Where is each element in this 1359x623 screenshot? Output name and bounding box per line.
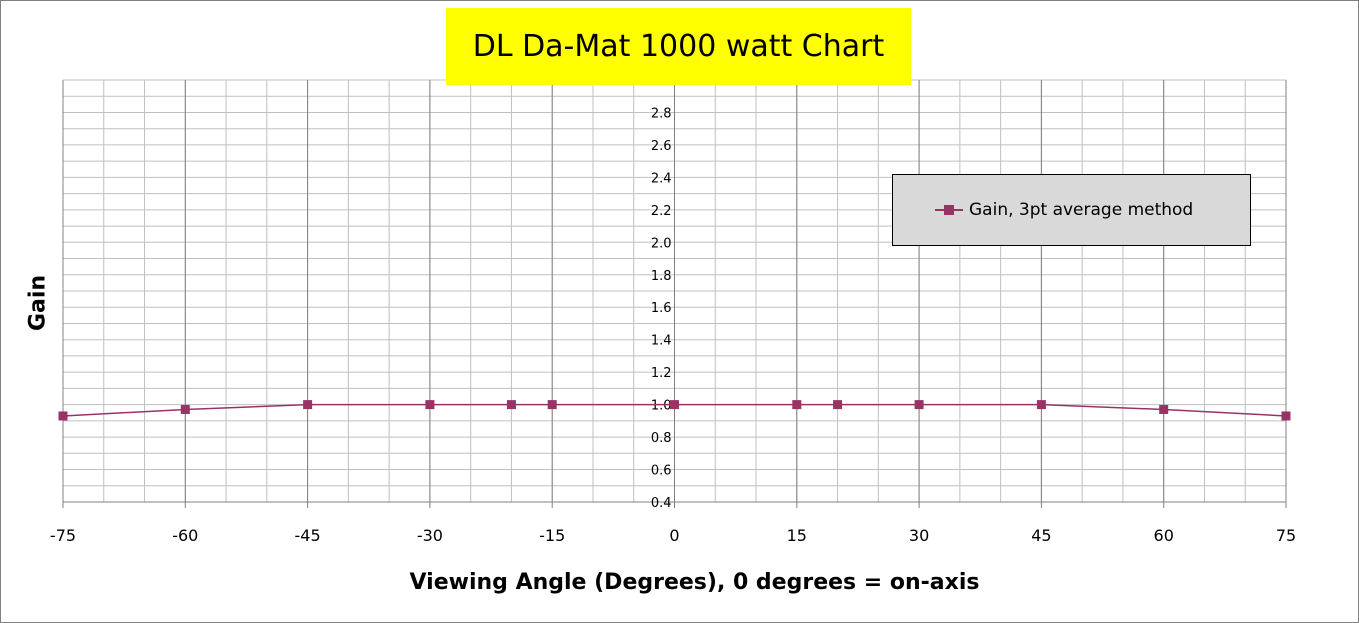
y-tick-label: 0.4 (651, 496, 672, 511)
y-tick-label: 2.6 (651, 139, 672, 154)
x-tick-label: -75 (50, 526, 76, 545)
x-tick-label: -60 (172, 526, 198, 545)
data-point (58, 411, 68, 421)
x-tick-label: 30 (909, 526, 929, 545)
x-tick-label: -30 (417, 526, 443, 545)
x-axis-label: Viewing Angle (Degrees), 0 degrees = on-… (409, 570, 980, 595)
y-tick-label: 1.2 (651, 366, 672, 381)
y-tick-label: 0.6 (651, 464, 672, 479)
y-tick-label: 1.4 (651, 334, 672, 349)
data-point (506, 400, 516, 410)
y-tick-label: 2.2 (651, 204, 672, 219)
y-tick-label: 1.0 (651, 399, 672, 414)
x-tick-labels: -75 -60 -45 -30 -15 0 15 30 45 60 75 (50, 526, 1296, 545)
y-tick-label: 2.8 (651, 106, 672, 121)
legend: Gain, 3pt average method (892, 174, 1251, 246)
data-point (547, 400, 557, 410)
series-gain (58, 400, 1291, 421)
y-tick-label: 1.8 (651, 269, 672, 284)
x-tick-label: 45 (1031, 526, 1051, 545)
data-point (1281, 411, 1291, 421)
data-point (1036, 400, 1046, 410)
data-point (180, 404, 190, 414)
chart-title: DL Da-Mat 1000 watt Chart (446, 8, 911, 85)
x-tick-label: 60 (1154, 526, 1174, 545)
y-tick-label: 2.4 (651, 171, 672, 186)
y-tick-label: 2.0 (651, 236, 672, 251)
axes (62, 80, 1287, 508)
legend-series-marker (935, 205, 963, 215)
legend-entry: Gain, 3pt average method (969, 200, 1194, 220)
y-tick-label: 0.8 (651, 431, 672, 446)
data-point (914, 400, 924, 410)
data-point (670, 400, 679, 410)
y-tick-labels: 0.40.60.81.01.21.41.61.82.02.22.42.62.83… (651, 74, 672, 511)
data-point (833, 400, 843, 410)
data-point (1159, 404, 1169, 414)
y-tick-label: 1.6 (651, 301, 672, 316)
x-tick-label: 75 (1276, 526, 1296, 545)
x-tick-label: -45 (295, 526, 321, 545)
data-point (425, 400, 435, 410)
data-point (792, 400, 802, 410)
data-point (303, 400, 313, 410)
x-tick-label: 15 (787, 526, 807, 545)
y-axis-label: Gain (25, 274, 51, 332)
x-tick-label: -15 (539, 526, 565, 545)
x-tick-label: 0 (669, 526, 679, 545)
